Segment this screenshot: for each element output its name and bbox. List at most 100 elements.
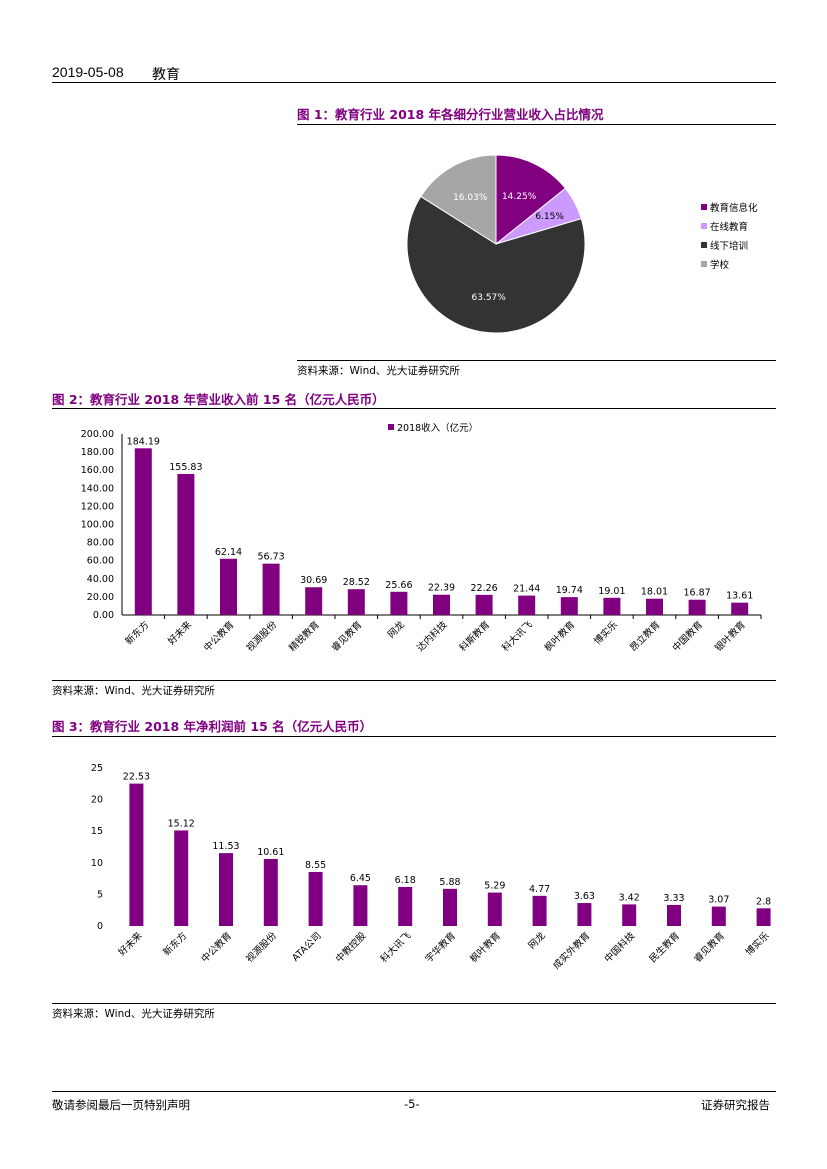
bar	[711, 906, 726, 926]
x-tick-label: 新东方	[123, 619, 152, 648]
figure3-bar-chart: 0 5 10 15 20 25 22.53 好未来 15.12 新东方 11.53 中公教育 10.6…	[91, 763, 772, 972]
x-tick-label: 达内科技	[414, 618, 450, 654]
y-tick-label: 80.00	[87, 538, 114, 549]
legend-label: 在线教育	[710, 221, 748, 233]
x-tick-label: 视源股份	[244, 618, 280, 654]
pie-slice	[495, 154, 567, 246]
figure3-top-rule	[52, 736, 776, 737]
bar-value-label: 2.8	[756, 896, 771, 907]
x-tick-label: 科斯教育	[457, 619, 492, 654]
y-tick-label: 200.00	[81, 429, 114, 440]
bar-value-label: 25.66	[385, 580, 412, 591]
bar-value-label: 11.53	[212, 841, 239, 852]
bar-value-label: 3.63	[574, 891, 595, 902]
bar	[487, 892, 502, 926]
bar	[398, 886, 413, 926]
header-divider	[52, 82, 776, 83]
figure2-title: 图 2：教育行业 2018 年营业收入前 15 名（亿元人民币）	[52, 392, 385, 407]
x-tick-label: 新东方	[161, 930, 190, 959]
bar-value-label: 16.87	[683, 588, 710, 599]
bar	[134, 448, 152, 615]
legend-label: 线下培训	[710, 240, 748, 252]
bar	[622, 904, 637, 926]
bar-value-label: 6.18	[395, 875, 416, 886]
legend-label: 教育信息化	[710, 202, 758, 214]
bar	[443, 888, 457, 926]
bar	[433, 594, 450, 615]
bar	[577, 903, 592, 926]
x-tick-label: 睿见教育	[329, 619, 364, 654]
x-tick-label: 科大讯飞	[499, 618, 535, 654]
x-tick-label: 网龙	[385, 618, 407, 640]
figure2-bar-chart: 0.00 20.00 40.00 60.00 80.00 100.00 120.00 140.…	[81, 422, 762, 654]
figure2-source: 资料来源：Wind、光大证券研究所	[52, 685, 215, 697]
bar-value-label: 15.12	[168, 818, 195, 829]
y-tick-label: 60.00	[87, 556, 114, 567]
bar-value-label: 184.19	[127, 436, 160, 447]
bar-value-label: 3.07	[708, 895, 729, 906]
bar-value-label: 155.83	[169, 462, 202, 473]
pie-data-label: 63.57%	[472, 293, 507, 303]
bar-value-label: 28.52	[343, 577, 370, 588]
x-tick-label: 博实乐	[743, 929, 772, 958]
page-number: -5-	[404, 1097, 420, 1111]
bar	[518, 595, 536, 615]
y-tick-label: 180.00	[81, 447, 114, 458]
figure3-source: 资料来源：Wind、光大证券研究所	[52, 1008, 215, 1020]
figure1-source: 资料来源：Wind、光大证券研究所	[297, 365, 460, 377]
x-tick-label: 枫叶教育	[542, 619, 577, 654]
pie-data-label: 14.25%	[502, 192, 537, 202]
y-tick-label: 40.00	[87, 574, 114, 585]
pie-data-label: 6.15%	[535, 212, 564, 222]
footer-divider	[52, 1091, 776, 1092]
bar	[347, 589, 365, 615]
y-tick-label: 120.00	[81, 501, 114, 512]
legend-swatch	[701, 223, 707, 229]
figure1-title: 图 1：教育行业 2018 年各细分行业营业收入占比情况	[297, 107, 604, 122]
y-tick-label: 20	[91, 795, 103, 806]
footer-disclaimer: 敬请参阅最后一页特别声明	[52, 1098, 190, 1112]
bar-value-label: 22.39	[428, 583, 455, 594]
y-tick-label: 20.00	[87, 592, 114, 603]
x-tick-label: 中教控股	[333, 929, 369, 965]
x-tick-label: 昂立教育	[627, 619, 662, 654]
bar-value-label: 13.61	[726, 591, 753, 602]
y-tick-label: 10	[91, 858, 103, 869]
bar-value-label: 5.88	[439, 877, 460, 888]
y-tick-label: 140.00	[81, 483, 114, 494]
pie-slice	[406, 195, 586, 334]
x-tick-label: 成实外教育	[550, 930, 592, 972]
bar	[688, 599, 706, 615]
bar	[646, 598, 663, 615]
x-tick-label: 睿见教育	[692, 930, 727, 965]
legend-label: 学校	[710, 259, 730, 271]
x-tick-label: 中国教育	[670, 619, 705, 654]
figure2-bottom-rule	[52, 680, 776, 681]
bar	[667, 904, 681, 926]
report-topic: 教育	[152, 67, 180, 83]
x-tick-label: 中公教育	[199, 930, 234, 965]
bar-value-label: 56.73	[257, 552, 284, 563]
bar	[262, 563, 280, 615]
legend-label: 2018收入（亿元）	[397, 422, 478, 434]
report-date: 2019-05-08	[52, 64, 124, 80]
bar-value-label: 10.61	[257, 847, 284, 858]
y-tick-label: 15	[91, 826, 103, 837]
bar	[560, 597, 578, 615]
bar-value-label: 22.26	[470, 583, 497, 594]
pie-slice	[420, 154, 497, 245]
x-tick-label: 网龙	[526, 929, 548, 951]
y-tick-label: 25	[91, 763, 103, 774]
bar	[308, 871, 323, 926]
x-tick-label: 精锐教育	[286, 619, 321, 654]
x-tick-label: 好未来	[165, 618, 194, 647]
x-tick-label: 中国科技	[602, 929, 638, 965]
bar-value-label: 21.44	[513, 584, 540, 595]
bar-value-label: 4.77	[529, 884, 550, 895]
x-tick-label: 好未来	[116, 929, 145, 958]
y-tick-label: 100.00	[81, 520, 114, 531]
bar	[475, 594, 493, 615]
bar	[220, 558, 237, 615]
x-tick-label: 枫叶教育	[468, 930, 503, 965]
